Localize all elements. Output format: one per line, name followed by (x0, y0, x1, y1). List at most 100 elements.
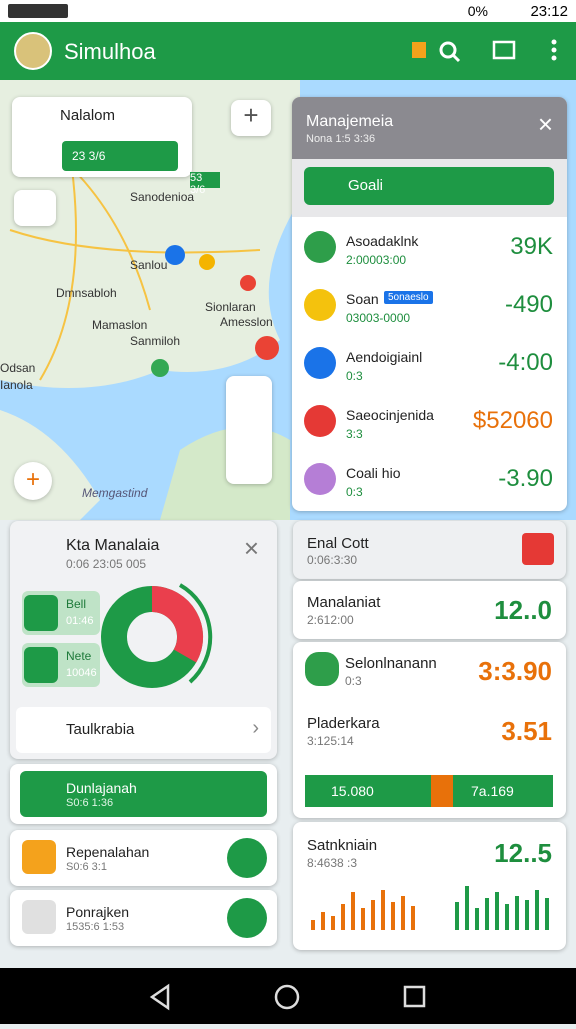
item-value: -4:00 (498, 349, 553, 376)
map-label: Odsan (0, 361, 36, 375)
split-marker (431, 775, 453, 807)
add-button[interactable] (227, 838, 267, 878)
action-name: Ponrajken (66, 904, 130, 920)
item-icon (304, 347, 336, 379)
map-label: Amesslon (220, 315, 273, 329)
item-name: Asoadaklnk (346, 233, 419, 249)
legend-sub: 10046 (66, 667, 97, 679)
item-icon (304, 231, 336, 263)
stats-header: Enal Cott 0:06:3:30 (293, 521, 566, 579)
chevron: › (252, 717, 259, 739)
list-item[interactable]: Saeocinjenida 3:3 $52060 (292, 393, 567, 451)
list-item[interactable]: Aendoigiainl 0:3 -4:00 (292, 335, 567, 393)
left-card: Kta Manalaia 0:06 23:05 005 × Bell 01:46 N… (10, 521, 277, 759)
stat-card: Satnkniain 8:4638 :3 12..5 (293, 822, 566, 950)
close-button[interactable]: × (243, 533, 259, 563)
map-card-chip: 23 3/6 (62, 141, 178, 171)
close-button[interactable]: × (537, 109, 553, 139)
legend-swatch (24, 595, 58, 631)
item-icon (304, 405, 336, 437)
item-sub: 0:3 (346, 369, 363, 383)
stat-name: Manalaniat (307, 594, 381, 611)
time: 23:12 (530, 3, 568, 20)
status-bar: 23:12 0% (0, 0, 576, 22)
map-label: Ianola (0, 378, 33, 392)
left-card-subtitle: 0:06 23:05 005 (66, 557, 147, 571)
item-icon (304, 463, 336, 495)
split-right: 7a.169 (471, 783, 514, 799)
map-label: Memgastind (82, 486, 148, 500)
app-bar: Simulhoa (0, 22, 576, 80)
stat-card: Selonlnanann 0:3 3:3.90 Pladerkara 3:125… (293, 642, 566, 818)
stats-subtitle: 0:06:3:30 (307, 553, 358, 567)
action-name: Repenalahan (66, 844, 150, 860)
row-label: Taulkrabia (66, 721, 135, 738)
list-item[interactable]: Asoadaklnk 2:00003:00 39K (292, 219, 567, 277)
stat-value: 3.51 (501, 716, 552, 746)
stat-sub: 2:612:00 (307, 613, 354, 627)
stat-card: Manalaniat 2:612:00 12..0 (293, 581, 566, 639)
list-item[interactable]: Soan 5onaeslo 03003-0000 -490 (292, 277, 567, 335)
item-value: 39K (510, 233, 553, 260)
legend-item: Bell 01:46 (22, 591, 100, 635)
left-card-title: Kta Manalaia (66, 537, 160, 554)
zoom-add[interactable]: + (231, 100, 271, 136)
stat-sub: 8:4638 :3 (307, 856, 358, 870)
split-bar: 15.080 7a.169 (305, 775, 553, 807)
action-sub: 1535:6 1:53 (66, 921, 125, 933)
map-label: Sanlou (130, 258, 168, 272)
item-value: -3.90 (498, 465, 553, 492)
legend-swatch (24, 647, 58, 683)
map-label: Mamaslon (92, 318, 148, 332)
item-sub: 2:00003:00 (346, 253, 407, 267)
action-name: Dunlajanah (66, 780, 137, 796)
app-actions[interactable] (408, 36, 568, 68)
action-card[interactable]: Repenalahan S0:6 3:1 (10, 830, 277, 886)
item-badge: 5onaeslo (384, 291, 433, 304)
fab-add[interactable]: + (14, 462, 52, 500)
item-icon (304, 289, 336, 321)
panel-subtitle: Nona 1:5 3:36 (306, 133, 376, 145)
map-tool[interactable] (14, 190, 56, 226)
panel-header: Manajemeia Nona 1:5 3:36 × (292, 97, 567, 159)
map-label: Sanmiloh (130, 334, 181, 348)
item-sub: 3:3 (346, 427, 363, 441)
stats-icon[interactable] (522, 533, 554, 565)
action-card[interactable]: Dunlajanah S0:6 1:36 (10, 764, 277, 824)
donut-chart (101, 583, 213, 688)
status-icons (8, 4, 68, 18)
map-chip: 53 3/6 (190, 172, 220, 196)
stat-name: Selonlnanann (345, 655, 437, 672)
add-button[interactable] (227, 898, 267, 938)
stats-title: Enal Cott (307, 535, 369, 552)
map-info-card[interactable]: Nalalom 23 3/6 (12, 97, 192, 177)
stat-value: 3:3.90 (478, 656, 552, 686)
map-controls[interactable] (226, 376, 272, 484)
list-row[interactable]: Taulkrabia › (16, 707, 271, 753)
search-box[interactable]: Goali (304, 167, 554, 205)
panel-title: Manajemeia (306, 113, 394, 130)
item-name: Coali hio (346, 465, 401, 481)
legend-name: Nete (66, 649, 92, 663)
nav-buttons[interactable] (0, 968, 576, 1024)
search-area: Goali (292, 159, 567, 217)
stat-value: 12..0 (494, 595, 552, 625)
split-left: 15.080 (331, 783, 374, 799)
list-item[interactable]: Coali hio 0:3 -3.90 (292, 451, 567, 509)
stat-name: Pladerkara (307, 715, 380, 732)
action-card[interactable]: Ponrajken 1535:6 1:53 (10, 890, 277, 946)
legend-item: Nete 10046 (22, 643, 100, 687)
item-value: -490 (504, 291, 553, 318)
item-name: Saeocinjenida (346, 407, 434, 423)
app-logo[interactable] (14, 32, 52, 70)
mini-bars (311, 886, 549, 930)
item-name: Aendoigiainl (346, 349, 423, 365)
stat-sub: 0:3 (345, 674, 362, 688)
map-label: Sionlaran (205, 300, 256, 314)
action-button (20, 771, 267, 817)
battery: 0% (467, 3, 488, 19)
map-label: Dmnsabloh (56, 286, 117, 300)
action-sub: S0:6 3:1 (66, 861, 107, 873)
app-title: Simulhoa (64, 39, 156, 64)
